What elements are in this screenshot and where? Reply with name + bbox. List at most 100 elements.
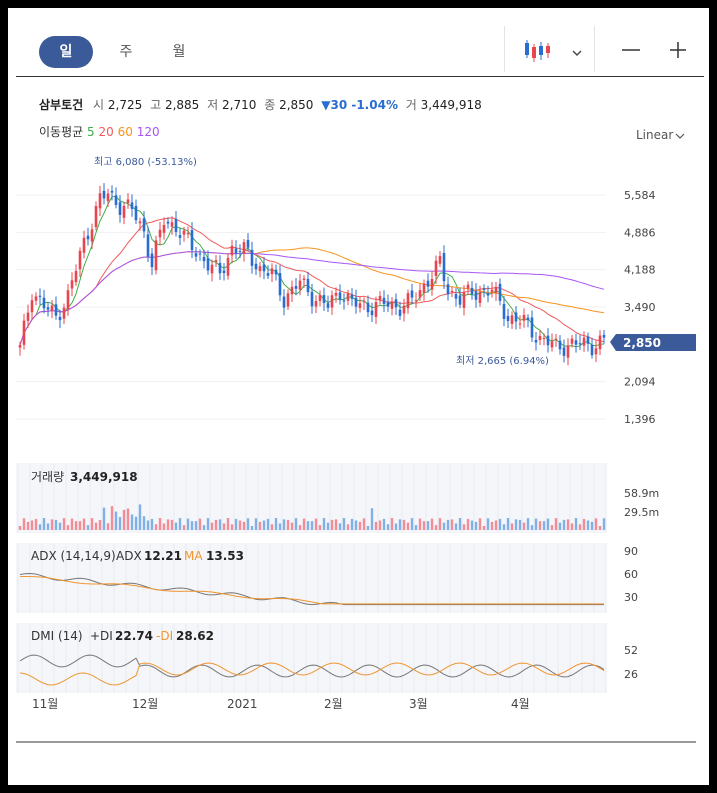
candle-body bbox=[302, 278, 306, 280]
price-tick: 3,490 bbox=[624, 301, 656, 314]
candle-body bbox=[154, 240, 158, 271]
volume-title: 거래량 bbox=[31, 470, 64, 484]
x-axis: 11월 12월 2021 2월 3월 4월 bbox=[32, 697, 530, 711]
candle-body bbox=[234, 248, 238, 254]
candle-body bbox=[78, 250, 82, 270]
tab-day[interactable]: 일 bbox=[39, 36, 93, 68]
price-tick: 1,396 bbox=[624, 413, 656, 426]
dmi-tick: 52 bbox=[624, 644, 638, 657]
candle-body bbox=[430, 279, 434, 290]
candle-body bbox=[474, 291, 478, 300]
volume-bar bbox=[334, 519, 338, 530]
volume-bar bbox=[438, 518, 442, 530]
candle-body bbox=[262, 264, 266, 272]
candle-body bbox=[422, 283, 426, 293]
volume-bar bbox=[446, 519, 450, 530]
volume-bar bbox=[78, 521, 82, 530]
volume-bar bbox=[378, 520, 382, 530]
adx-title: ADX (14,14,9) bbox=[31, 549, 116, 563]
volume-bar bbox=[250, 525, 254, 530]
volume-bar bbox=[314, 518, 318, 530]
volume-bar bbox=[90, 518, 94, 530]
candle-body bbox=[486, 293, 490, 296]
ma-legend[interactable]: 이동평균 5 20 60 120 bbox=[39, 123, 160, 140]
candle-body bbox=[402, 305, 406, 314]
volume-bar bbox=[394, 523, 398, 530]
candle-body bbox=[442, 253, 446, 282]
volume-bar bbox=[146, 520, 150, 530]
ma120-label: 120 bbox=[136, 125, 160, 139]
candle-body bbox=[62, 307, 66, 319]
volume-bar bbox=[118, 517, 122, 530]
volume-tick: 58.9m bbox=[624, 487, 659, 500]
candle-body bbox=[54, 304, 58, 316]
volume-bar bbox=[370, 508, 374, 530]
volume-bar bbox=[418, 518, 422, 530]
candle-body bbox=[542, 337, 546, 339]
volume-bar bbox=[502, 524, 506, 530]
ma5-label: 5 bbox=[87, 125, 95, 139]
volume-bar bbox=[566, 519, 570, 530]
adx-line bbox=[19, 572, 604, 606]
candle-body bbox=[186, 233, 190, 235]
volume-bar bbox=[54, 519, 58, 530]
volume-bar bbox=[366, 525, 370, 530]
candle-body bbox=[298, 280, 302, 290]
dmi-grid bbox=[17, 623, 607, 693]
adx-tick: 30 bbox=[624, 591, 638, 604]
candle-body bbox=[414, 300, 418, 302]
volume-bar bbox=[598, 525, 602, 530]
candle-body bbox=[562, 347, 566, 356]
scale-selector[interactable]: Linear bbox=[636, 128, 673, 142]
volume-bar bbox=[94, 522, 98, 530]
volume-bar bbox=[550, 525, 554, 530]
chart-canvas[interactable]: Linear 5,584 4,886 4,188 3,490 2,094 1,396 최고… bbox=[8, 8, 709, 785]
toolbar: 일 주 월 bbox=[16, 20, 704, 77]
candle-body bbox=[598, 335, 602, 350]
plus-di-line bbox=[19, 654, 605, 678]
adx-tick: 90 bbox=[624, 545, 638, 558]
chevron-down-icon[interactable] bbox=[571, 44, 583, 56]
volume-bar bbox=[462, 524, 466, 530]
volume-bar bbox=[214, 519, 218, 530]
candle-body bbox=[242, 242, 246, 254]
volume-bar bbox=[278, 523, 282, 530]
candle-body bbox=[158, 229, 162, 238]
minus-icon[interactable] bbox=[620, 42, 642, 58]
candle-body bbox=[194, 253, 198, 257]
candlestick-icon[interactable] bbox=[523, 38, 553, 64]
candle-body bbox=[458, 295, 462, 305]
tab-month[interactable]: 월 bbox=[172, 44, 186, 60]
candle-body bbox=[50, 305, 54, 311]
volume-bar bbox=[410, 518, 414, 530]
volume-bar bbox=[122, 509, 126, 530]
volume-bar bbox=[306, 521, 310, 530]
candle-body bbox=[382, 297, 386, 305]
candle-body bbox=[390, 301, 394, 309]
volume-bar bbox=[470, 520, 474, 530]
volume-bar bbox=[190, 521, 194, 530]
ma20-label: 20 bbox=[98, 125, 114, 139]
volume-bar bbox=[166, 519, 170, 530]
candle-body bbox=[202, 256, 206, 262]
volume-bar bbox=[174, 522, 178, 530]
volume-bar bbox=[390, 518, 394, 530]
dmi-plus-name: +DI bbox=[90, 629, 113, 643]
volume-bar bbox=[210, 522, 214, 530]
volume-bar bbox=[474, 521, 478, 530]
volume-bar bbox=[102, 507, 106, 530]
candle-body bbox=[586, 336, 590, 344]
volume-bar bbox=[270, 524, 274, 530]
candle-body bbox=[522, 314, 526, 321]
volume-bar bbox=[322, 518, 326, 530]
high-marker: 최고 6,080 (-53.13%) bbox=[94, 156, 197, 168]
tab-week[interactable]: 주 bbox=[119, 44, 133, 60]
volume-bar bbox=[162, 523, 166, 530]
candle-body bbox=[118, 202, 122, 215]
volume-bar bbox=[482, 525, 486, 530]
candle-body bbox=[42, 297, 46, 309]
volume-bar bbox=[534, 518, 538, 530]
volume-bar bbox=[318, 525, 322, 530]
chart-window: 일 주 월 삼부토건 시 2,725 고 2,885 저 2,710 bbox=[8, 8, 709, 785]
plus-icon[interactable] bbox=[668, 40, 688, 60]
